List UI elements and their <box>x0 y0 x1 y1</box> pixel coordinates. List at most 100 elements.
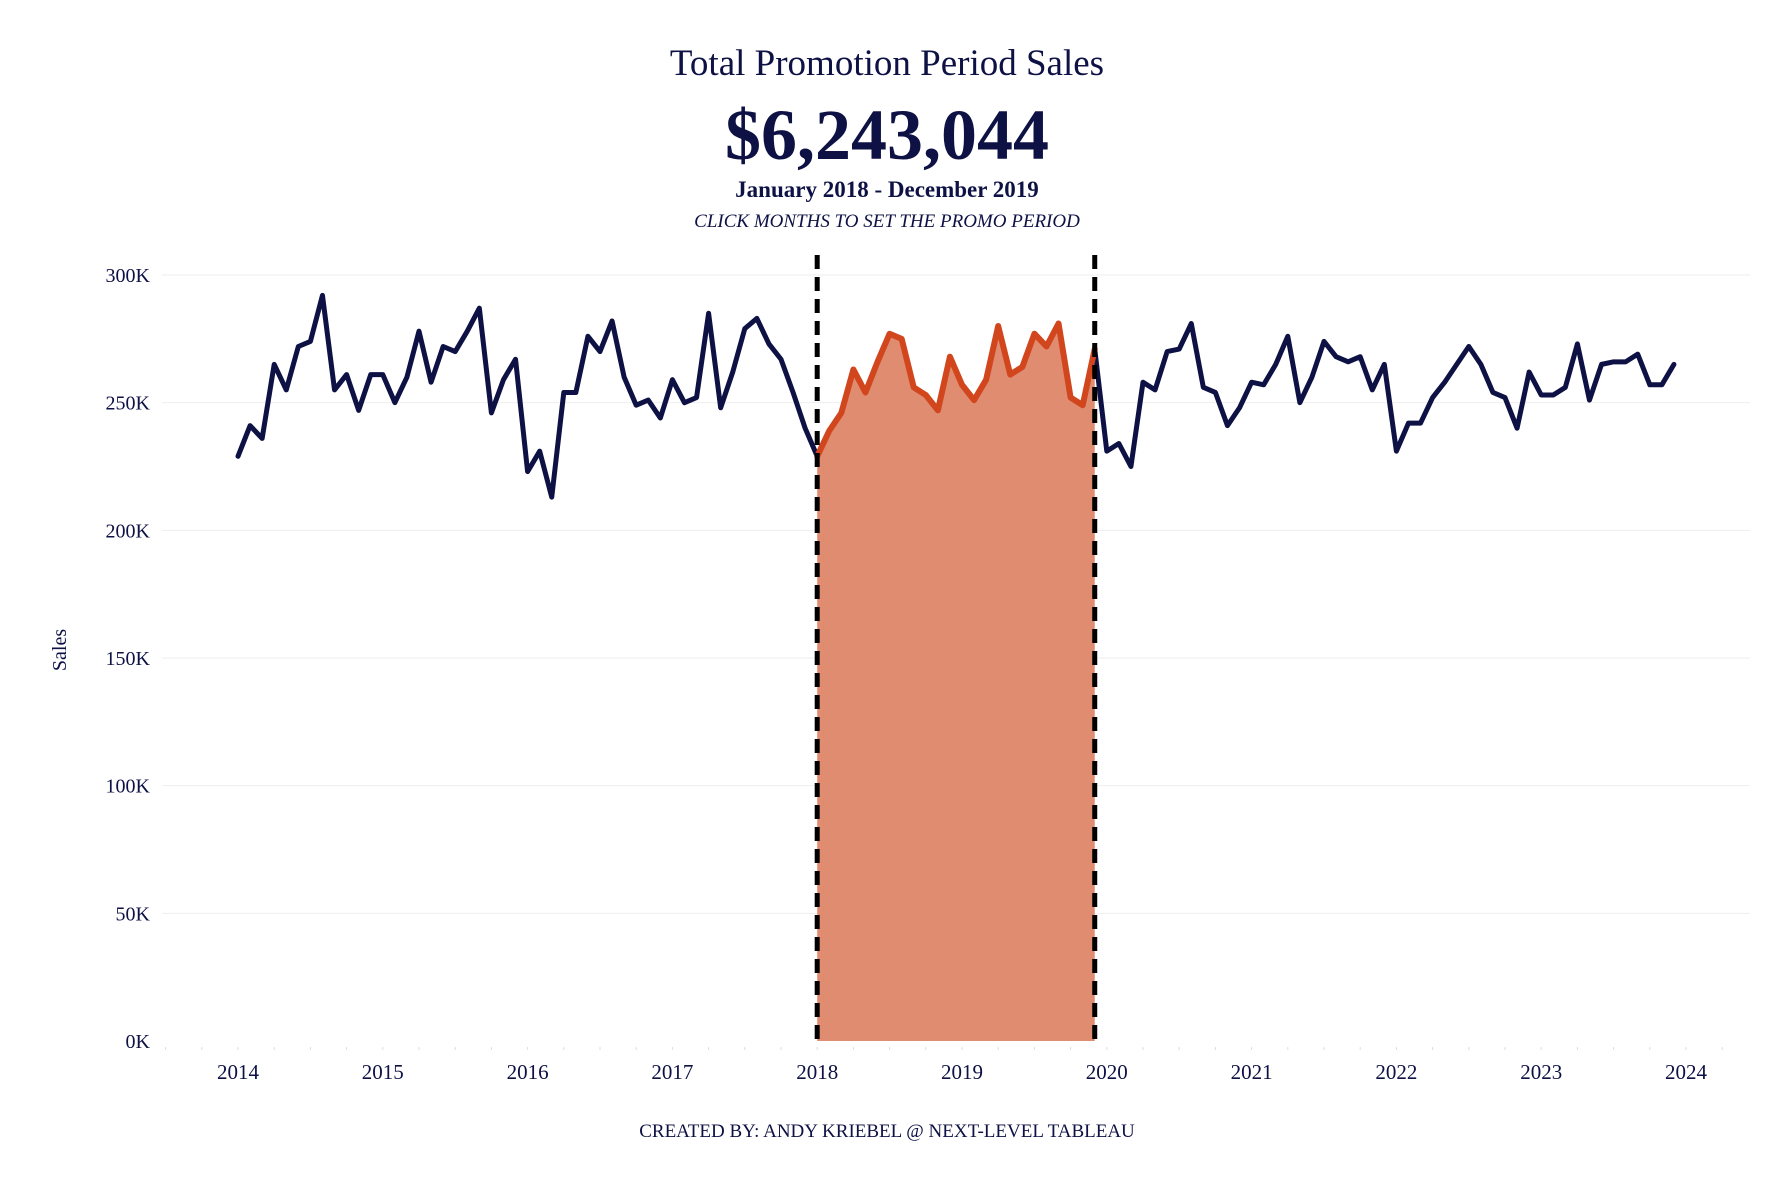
month-hit-target[interactable] <box>1065 255 1077 1041</box>
month-hit-target[interactable] <box>1632 255 1644 1041</box>
month-hit-target[interactable] <box>1004 255 1016 1041</box>
month-hit-target[interactable] <box>232 255 244 1041</box>
month-hit-target[interactable] <box>256 255 268 1041</box>
month-hit-target[interactable] <box>799 255 811 1041</box>
month-hit-target[interactable] <box>425 255 437 1041</box>
month-hit-target[interactable] <box>461 255 473 1041</box>
month-hit-target[interactable] <box>992 255 1004 1041</box>
month-hit-target[interactable] <box>1113 255 1125 1041</box>
month-hit-target[interactable] <box>1668 255 1680 1041</box>
month-hit-target[interactable] <box>654 255 666 1041</box>
month-hit-target[interactable] <box>691 255 703 1041</box>
month-hit-target[interactable] <box>823 255 835 1041</box>
month-hit-target[interactable] <box>968 255 980 1041</box>
month-hit-target[interactable] <box>1294 255 1306 1041</box>
month-hit-target[interactable] <box>1089 255 1101 1041</box>
month-hit-target[interactable] <box>1306 255 1318 1041</box>
month-hit-target[interactable] <box>570 255 582 1041</box>
month-hit-target[interactable] <box>1475 255 1487 1041</box>
month-hit-target[interactable] <box>703 255 715 1041</box>
month-hit-target[interactable] <box>1234 255 1246 1041</box>
month-hit-target[interactable] <box>341 255 353 1041</box>
month-hit-target[interactable] <box>1499 255 1511 1041</box>
month-hit-target[interactable] <box>908 255 920 1041</box>
month-hit-target[interactable] <box>956 255 968 1041</box>
month-hit-target[interactable] <box>304 255 316 1041</box>
month-hit-target[interactable] <box>1053 255 1065 1041</box>
month-hit-target[interactable] <box>932 255 944 1041</box>
month-hit-target[interactable] <box>485 255 497 1041</box>
month-hit-target[interactable] <box>582 255 594 1041</box>
month-hit-target[interactable] <box>630 255 642 1041</box>
month-hit-target[interactable] <box>510 255 522 1041</box>
month-hit-target[interactable] <box>751 255 763 1041</box>
month-hit-target[interactable] <box>1451 255 1463 1041</box>
month-hit-target[interactable] <box>727 255 739 1041</box>
month-hit-target[interactable] <box>859 255 871 1041</box>
month-hit-target[interactable] <box>1535 255 1547 1041</box>
month-hit-target[interactable] <box>1427 255 1439 1041</box>
month-hit-target[interactable] <box>1221 255 1233 1041</box>
month-hit-target[interactable] <box>1378 255 1390 1041</box>
month-hit-target[interactable] <box>1608 255 1620 1041</box>
month-hit-target[interactable] <box>594 255 606 1041</box>
month-hit-target[interactable] <box>1559 255 1571 1041</box>
month-hit-target[interactable] <box>787 255 799 1041</box>
month-hit-target[interactable] <box>1644 255 1656 1041</box>
month-hit-target[interactable] <box>353 255 365 1041</box>
month-hit-target[interactable] <box>920 255 932 1041</box>
month-hit-target[interactable] <box>896 255 908 1041</box>
month-hit-target[interactable] <box>1620 255 1632 1041</box>
month-hit-target[interactable] <box>1390 255 1402 1041</box>
month-hit-target[interactable] <box>292 255 304 1041</box>
month-hit-target[interactable] <box>1439 255 1451 1041</box>
month-hit-target[interactable] <box>413 255 425 1041</box>
month-hit-target[interactable] <box>1270 255 1282 1041</box>
month-hit-target[interactable] <box>1342 255 1354 1041</box>
month-hit-target[interactable] <box>872 255 884 1041</box>
month-hit-target[interactable] <box>558 255 570 1041</box>
month-hit-target[interactable] <box>1583 255 1595 1041</box>
month-hit-target[interactable] <box>775 255 787 1041</box>
month-hit-target[interactable] <box>329 255 341 1041</box>
month-hit-target[interactable] <box>1523 255 1535 1041</box>
month-hit-targets[interactable] <box>232 255 1680 1041</box>
month-hit-target[interactable] <box>497 255 509 1041</box>
month-hit-target[interactable] <box>268 255 280 1041</box>
month-hit-target[interactable] <box>739 255 751 1041</box>
month-hit-target[interactable] <box>1354 255 1366 1041</box>
month-hit-target[interactable] <box>1511 255 1523 1041</box>
month-hit-target[interactable] <box>811 255 823 1041</box>
month-hit-target[interactable] <box>244 255 256 1041</box>
month-hit-target[interactable] <box>980 255 992 1041</box>
month-hit-target[interactable] <box>642 255 654 1041</box>
month-hit-target[interactable] <box>534 255 546 1041</box>
month-hit-target[interactable] <box>316 255 328 1041</box>
month-hit-target[interactable] <box>473 255 485 1041</box>
month-hit-target[interactable] <box>1366 255 1378 1041</box>
month-hit-target[interactable] <box>1415 255 1427 1041</box>
month-hit-target[interactable] <box>1246 255 1258 1041</box>
month-hit-target[interactable] <box>389 255 401 1041</box>
month-hit-target[interactable] <box>1330 255 1342 1041</box>
month-hit-target[interactable] <box>1487 255 1499 1041</box>
month-hit-target[interactable] <box>1185 255 1197 1041</box>
month-hit-target[interactable] <box>546 255 558 1041</box>
month-hit-target[interactable] <box>365 255 377 1041</box>
month-hit-target[interactable] <box>377 255 389 1041</box>
month-hit-target[interactable] <box>1101 255 1113 1041</box>
month-hit-target[interactable] <box>835 255 847 1041</box>
month-hit-target[interactable] <box>1149 255 1161 1041</box>
month-hit-target[interactable] <box>606 255 618 1041</box>
month-hit-target[interactable] <box>1137 255 1149 1041</box>
month-hit-target[interactable] <box>1173 255 1185 1041</box>
month-hit-target[interactable] <box>401 255 413 1041</box>
month-hit-target[interactable] <box>666 255 678 1041</box>
month-hit-target[interactable] <box>449 255 461 1041</box>
month-hit-target[interactable] <box>1571 255 1583 1041</box>
month-hit-target[interactable] <box>437 255 449 1041</box>
month-hit-target[interactable] <box>678 255 690 1041</box>
month-hit-target[interactable] <box>847 255 859 1041</box>
month-hit-target[interactable] <box>1040 255 1052 1041</box>
